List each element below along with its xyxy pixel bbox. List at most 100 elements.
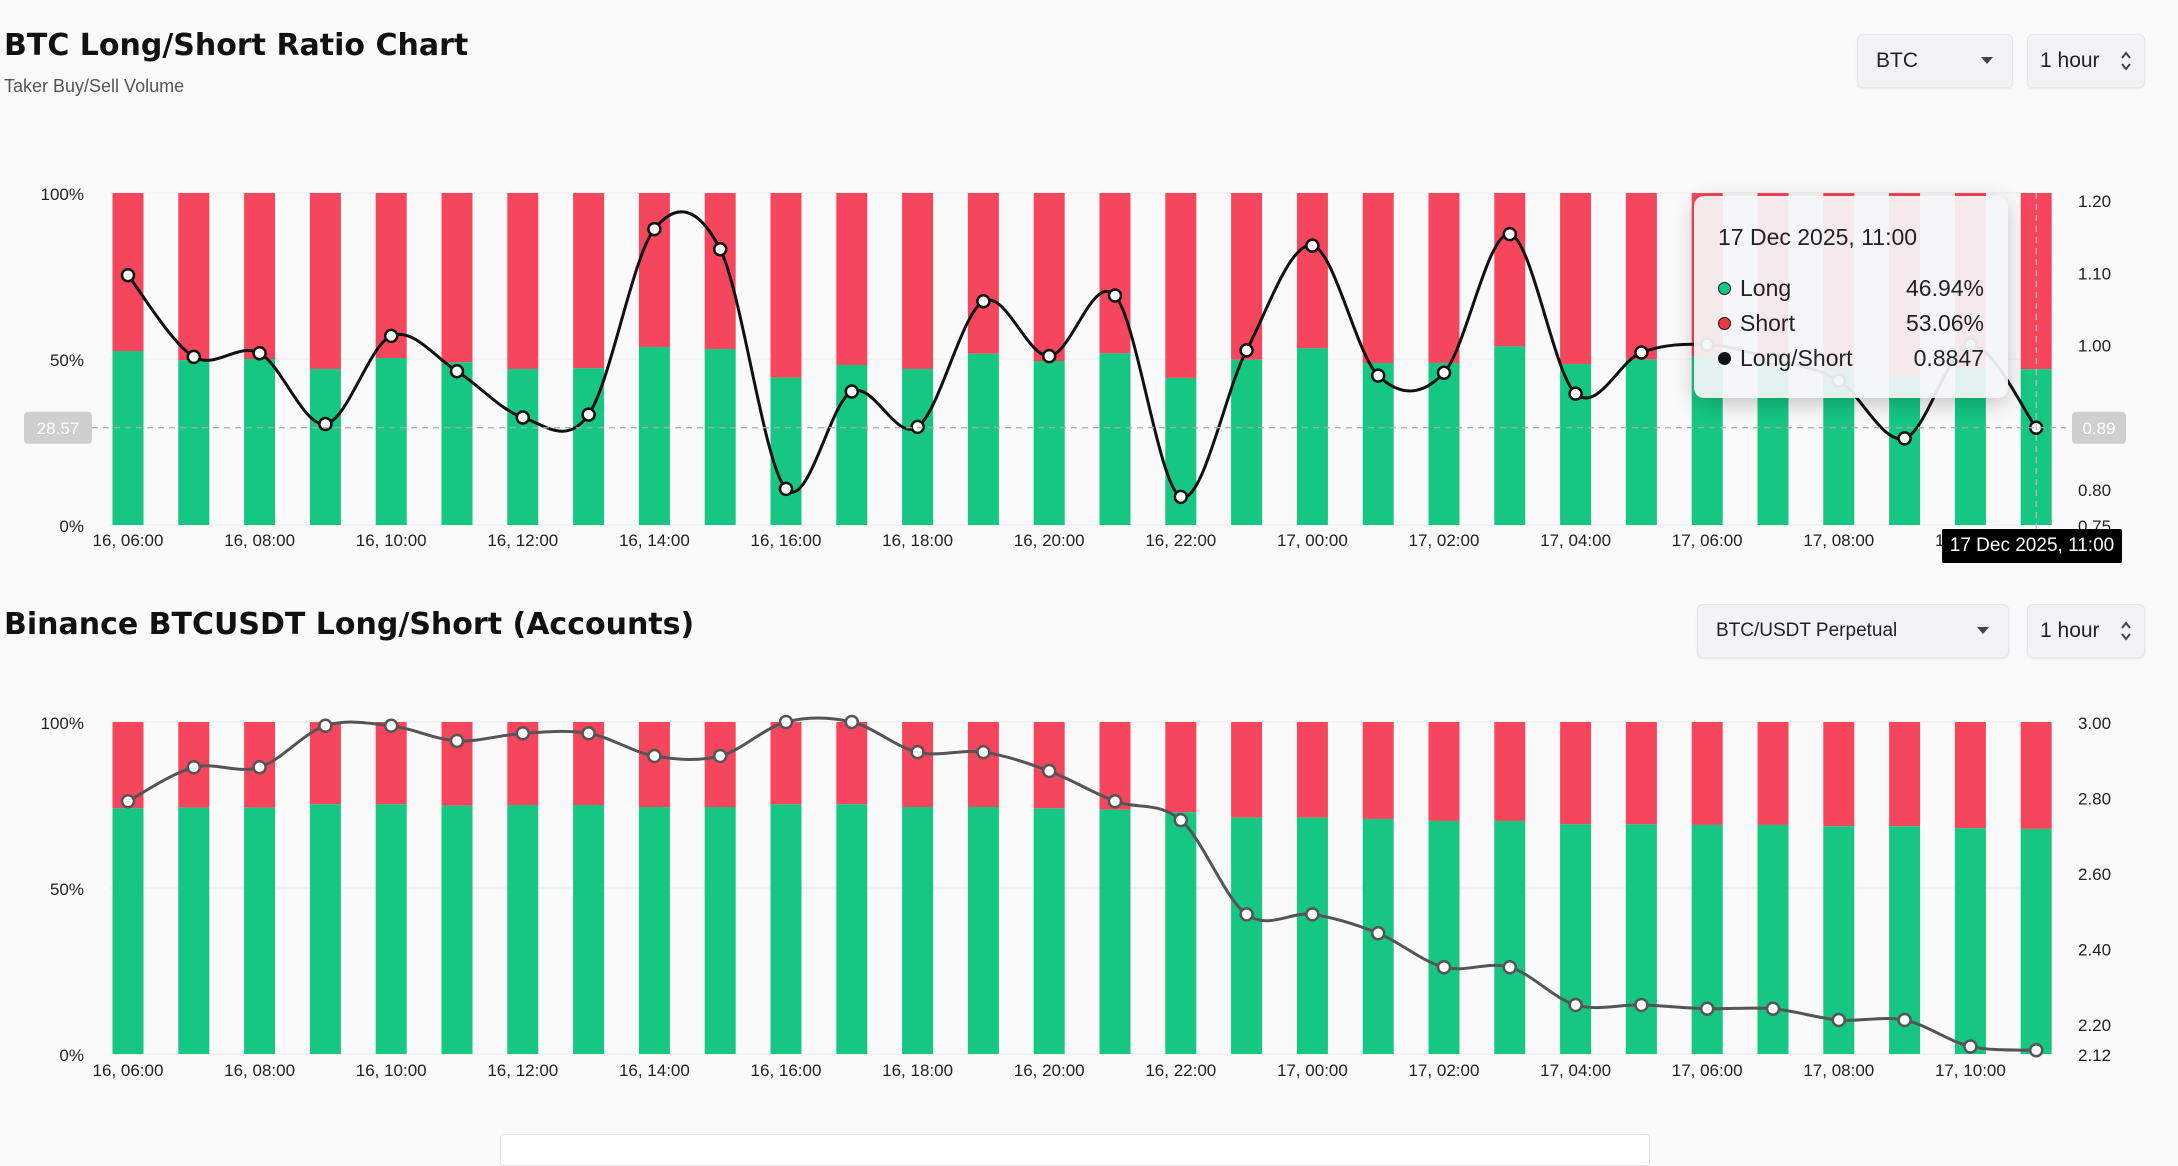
c2-bar-long [1033, 808, 1065, 1054]
interval-select-1[interactable]: 1 hour [2027, 34, 2145, 88]
c1-ratio-point [1305, 238, 1320, 253]
c2-bar-short [309, 722, 341, 805]
c2-bar-short [902, 722, 934, 807]
c2-bar-short [1560, 722, 1592, 825]
c2-bar-short [1889, 722, 1921, 827]
bottom-panel [500, 1134, 1650, 1166]
c2-ratio-point [318, 718, 333, 734]
c2-bar-short [1954, 722, 1986, 829]
c2-x-tick-label: 16, 12:00 [487, 1061, 558, 1080]
c1-ratio-point [647, 221, 662, 237]
c2-ratio-point [449, 733, 465, 749]
c1-x-tick-label: 16, 20:00 [1014, 531, 1085, 550]
c2-bar-long [638, 806, 670, 1054]
c2-x-tick-label: 17, 04:00 [1540, 1061, 1611, 1080]
c1-bar-long [1099, 353, 1131, 525]
c1-bar-long [638, 347, 670, 525]
c1-x-tick-label: 16, 14:00 [619, 531, 690, 550]
c1-y-left-tick: 100% [41, 185, 84, 204]
c2-y-right-tick: 2.12 [2078, 1046, 2111, 1065]
c1-ratio-point [383, 328, 399, 344]
tooltip-ratio-value: 0.8847 [1913, 345, 1984, 371]
c2-ratio-point [1699, 1001, 1715, 1016]
c2-bar-long [902, 806, 934, 1054]
c1-x-tick-label: 16, 16:00 [751, 531, 822, 550]
c1-bar-long [507, 368, 539, 525]
c1-bar-long [704, 349, 736, 525]
c1-bar-short [244, 193, 276, 359]
tooltip-long-label: Long [1740, 275, 1792, 301]
c2-ratio-point [647, 748, 662, 764]
chevron-down-icon [1981, 57, 1993, 64]
c1-x-tick-label: 17, 08:00 [1803, 531, 1874, 550]
c1-bar-long [1494, 346, 1526, 525]
c2-y-right-tick: 3.00 [2078, 714, 2111, 733]
c2-x-tick-label: 17, 08:00 [1803, 1061, 1874, 1080]
c1-x-tick-label: 16, 06:00 [93, 531, 164, 550]
c2-bar-long [573, 805, 605, 1054]
c2-bar-short [967, 722, 999, 807]
c1-ratio-point [1107, 288, 1123, 303]
c2-bar-long [1099, 809, 1131, 1054]
c2-ratio-point [1502, 959, 1518, 975]
c2-ratio-point [120, 793, 136, 809]
c2-ratio-point [186, 760, 202, 775]
chart2-title: Binance BTCUSDT Long/Short (Accounts) [4, 607, 695, 642]
c1-bar-short [309, 193, 341, 369]
tooltip-row-ratio: Long/Short 0.8847 [1718, 341, 1984, 376]
c1-bar-short [1099, 193, 1131, 354]
c2-ratio-point [976, 744, 991, 760]
c2-ratio-point [252, 760, 267, 775]
c1-ratio-point [1041, 348, 1057, 364]
c1-bar-long [770, 377, 802, 525]
chart1-subtitle: Taker Buy/Sell Volume [4, 76, 185, 96]
c2-bar-long [836, 804, 868, 1054]
up-down-chevron-icon [2121, 51, 2131, 71]
c2-bar-long [244, 807, 276, 1054]
c2-ratio-point [910, 744, 925, 760]
c1-ratio-point [1568, 386, 1583, 401]
c2-bar-short [1362, 722, 1394, 819]
c1-ratio-point [712, 242, 728, 257]
pair-select[interactable]: BTC/USDT Perpetual [1697, 604, 2009, 658]
c2-bar-short [770, 722, 802, 805]
c1-x-tick-label: 17, 02:00 [1409, 531, 1480, 550]
c2-ratio-point [1041, 763, 1057, 779]
asset-select[interactable]: BTC [1857, 34, 2013, 88]
accounts-long-short-chart[interactable]: 100% 50% 0% 3.00 2.80 2.60 2.40 2.20 2.12 16, 06:… [0, 0, 2178, 1110]
c1-x-tick-label: 16, 18:00 [882, 531, 953, 550]
interval-select-2[interactable]: 1 hour [2027, 604, 2145, 658]
c2-bar-short [1428, 722, 1460, 821]
chevron-down-icon [1977, 627, 1989, 634]
c2-bar-long [1691, 824, 1723, 1054]
c2-x-tick-label: 16, 06:00 [93, 1061, 164, 1080]
c2-ratio-point [1305, 907, 1320, 922]
c2-bar-long [1625, 824, 1657, 1054]
c2-bar-long [309, 804, 341, 1054]
c1-bar-long [1362, 362, 1394, 525]
c1-bar-long [375, 358, 407, 525]
c2-x-tick-label: 17, 06:00 [1672, 1061, 1743, 1080]
c2-ratio-point [1173, 812, 1189, 828]
c2-ratio-point [1568, 997, 1583, 1013]
c2-y-right-tick: 2.60 [2078, 865, 2111, 884]
c1-bar-long [441, 362, 473, 525]
c2-bar-long [770, 804, 802, 1054]
c2-y-right-tick: 2.80 [2078, 789, 2111, 808]
c1-x-tick-label: 16, 10:00 [356, 531, 427, 550]
c1-bar-short [1428, 193, 1460, 363]
c1-y-right-tick: 1.10 [2078, 264, 2111, 283]
long-dot-icon [1718, 282, 1731, 295]
c2-bar-long [1954, 828, 1986, 1054]
asset-select-value: BTC [1876, 49, 1918, 72]
c2-bar-short [1823, 722, 1855, 827]
c2-ratio-point [2028, 1042, 2044, 1058]
c2-bar-long [112, 808, 144, 1054]
c1-x-tick-label: 17, 04:00 [1540, 531, 1611, 550]
c2-ratio-point [1239, 907, 1254, 922]
c2-ratio-point [1897, 1012, 1912, 1028]
c1-ratio-point [120, 268, 136, 283]
c2-y-right-tick: 2.20 [2078, 1016, 2111, 1035]
c2-bar-long [704, 806, 736, 1054]
c1-x-tick-label: 16, 22:00 [1145, 531, 1216, 550]
